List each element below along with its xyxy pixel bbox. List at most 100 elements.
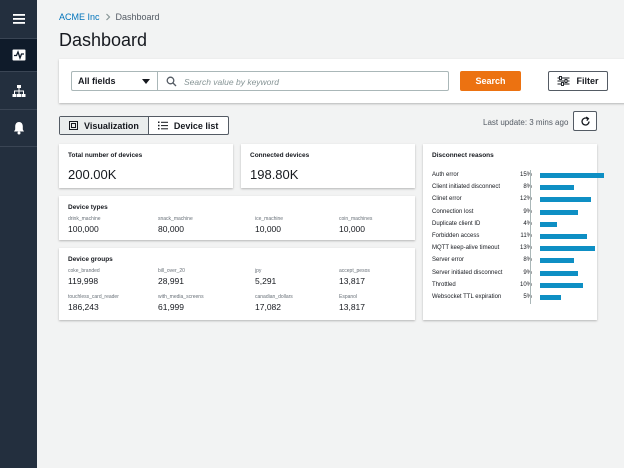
breadcrumb-root-link[interactable]: ACME Inc	[59, 12, 100, 22]
main-content: ACME Inc Dashboard Dashboard All fields …	[37, 0, 624, 468]
device-group-value: 61,999	[158, 302, 184, 312]
chart-data-label: 4%	[523, 220, 532, 227]
menu-button[interactable]	[0, 2, 37, 36]
device-type-item: coin_machines 10,000	[339, 216, 372, 234]
chart-row: Server initiated disconnect 9%	[432, 268, 602, 279]
chart-bar	[540, 185, 575, 191]
device-groups-card: Device groups coke_branded 119,998 bill_…	[59, 248, 415, 320]
connected-devices-title: Connected devices	[250, 152, 310, 159]
device-type-key: snack_machine	[158, 216, 193, 222]
bell-icon	[13, 122, 24, 135]
device-type-item: snack_machine 80,000	[158, 216, 193, 234]
device-group-value: 17,082	[255, 302, 281, 312]
nav-hierarchy[interactable]	[0, 74, 37, 108]
device-type-item: ice_machine 10,000	[255, 216, 283, 234]
device-types-title: Device types	[68, 204, 108, 211]
chart-row: Duplicate client ID 4%	[432, 219, 602, 230]
nav-notifications[interactable]	[0, 111, 37, 145]
nav-dashboard[interactable]	[0, 38, 37, 72]
device-type-value: 10,000	[255, 224, 281, 234]
chart-bar	[540, 209, 579, 215]
filter-label: Filter	[576, 76, 599, 86]
refresh-button[interactable]	[573, 111, 597, 131]
total-devices-value: 200.00K	[68, 167, 117, 182]
device-types-card: Device types drink_machine 100,000 snack…	[59, 196, 415, 240]
device-type-value: 80,000	[158, 224, 184, 234]
device-group-key: canadian_dollars	[255, 294, 293, 300]
chevron-right-icon	[105, 13, 110, 21]
page-title: Dashboard	[59, 30, 148, 50]
chart-row: Forbidden access 11%	[432, 231, 602, 242]
chart-bar	[540, 234, 587, 239]
chart-axis-line	[530, 170, 531, 304]
device-group-key: accept_pesos	[339, 268, 370, 274]
chart-bar	[540, 295, 562, 300]
device-group-key: coke_branded	[68, 268, 100, 274]
device-group-item: touchless_card_reader 186,243	[68, 294, 119, 312]
search-icon	[166, 76, 177, 87]
breadcrumb: ACME Inc Dashboard	[59, 12, 160, 22]
field-select[interactable]: All fields	[71, 71, 157, 91]
chart-bar	[540, 197, 592, 203]
chart-category-label: Server error	[432, 257, 465, 264]
chart-category-label: Clinet error	[432, 196, 462, 203]
total-devices-card: Total number of devices 200.00K	[59, 144, 233, 188]
device-group-value: 119,998	[68, 276, 99, 286]
disconnect-reasons-title: Disconnect reasons	[432, 152, 494, 159]
chart-data-label: 8%	[523, 257, 532, 264]
device-groups-title: Device groups	[68, 256, 113, 263]
device-group-key: Espanol	[339, 294, 358, 300]
disconnect-reasons-card: Disconnect reasons Auth error 15% Client i…	[423, 144, 604, 320]
chart-bar	[540, 173, 604, 178]
device-group-key: bill_over_20	[158, 268, 185, 274]
tab-device-list-label: Device list	[173, 120, 219, 131]
list-icon	[157, 121, 168, 130]
device-type-item: drink_machine 100,000	[68, 216, 101, 234]
device-group-item: with_media_screens 61,999	[158, 294, 204, 312]
chart-category-label: Server initiated disconnect	[432, 269, 503, 276]
device-group-item: coke_branded 119,998	[68, 268, 100, 286]
last-update-text: Last update: 3 mins ago	[483, 118, 569, 127]
device-group-value: 13,817	[339, 302, 365, 312]
device-group-item: jpy 5,291	[255, 268, 276, 286]
filter-button[interactable]: Filter	[548, 71, 608, 91]
refresh-icon	[580, 115, 590, 126]
chart-row: Server error 8%	[432, 255, 602, 266]
chart-row: Client initiated disconnect 8%	[432, 182, 602, 193]
connected-devices-card: Connected devices 198.80K	[241, 144, 415, 188]
device-group-item: canadian_dollars 17,082	[255, 294, 293, 312]
chart-category-label: Connection lost	[432, 208, 474, 215]
chart-data-label: 9%	[523, 269, 532, 276]
sidebar	[0, 0, 37, 468]
device-type-key: drink_machine	[68, 216, 101, 222]
tab-visualization[interactable]: Visualization	[60, 117, 149, 134]
breadcrumb-current: Dashboard	[115, 12, 160, 22]
search-input[interactable]: Search value by keyword	[157, 71, 449, 91]
chart-bar	[540, 258, 575, 264]
device-group-item: accept_pesos 13,817	[339, 268, 370, 286]
device-group-key: touchless_card_reader	[68, 294, 119, 300]
chart-data-label: 12%	[519, 196, 532, 203]
chart-row: MQTT keep-alive timeout 13%	[432, 243, 602, 254]
sliders-icon	[557, 76, 570, 86]
device-group-value: 13,817	[339, 276, 365, 286]
device-group-item: Espanol 13,817	[339, 294, 365, 312]
device-group-value: 186,243	[68, 302, 99, 312]
device-type-value: 10,000	[339, 224, 365, 234]
chart-data-label: 9%	[523, 208, 532, 215]
chart-category-label: Client initiated disconnect	[432, 184, 501, 191]
device-group-key: with_media_screens	[158, 294, 204, 300]
chart-category-label: Auth error	[432, 172, 459, 178]
chart-bar	[540, 270, 579, 276]
tab-device-list[interactable]: Device list	[149, 117, 228, 134]
hierarchy-icon	[12, 85, 25, 97]
chart-category-label: Throttled	[432, 281, 456, 288]
search-button[interactable]: Search	[460, 71, 521, 91]
chart-data-label: 11%	[520, 233, 532, 239]
chart-row: Websocket TTL expiration 5%	[432, 292, 602, 303]
menu-icon	[12, 14, 25, 24]
chart-row: Auth error 15%	[432, 170, 604, 181]
chart-bar	[540, 221, 558, 227]
chart-bar	[540, 282, 583, 288]
chart-category-label: Duplicate client ID	[432, 220, 481, 227]
